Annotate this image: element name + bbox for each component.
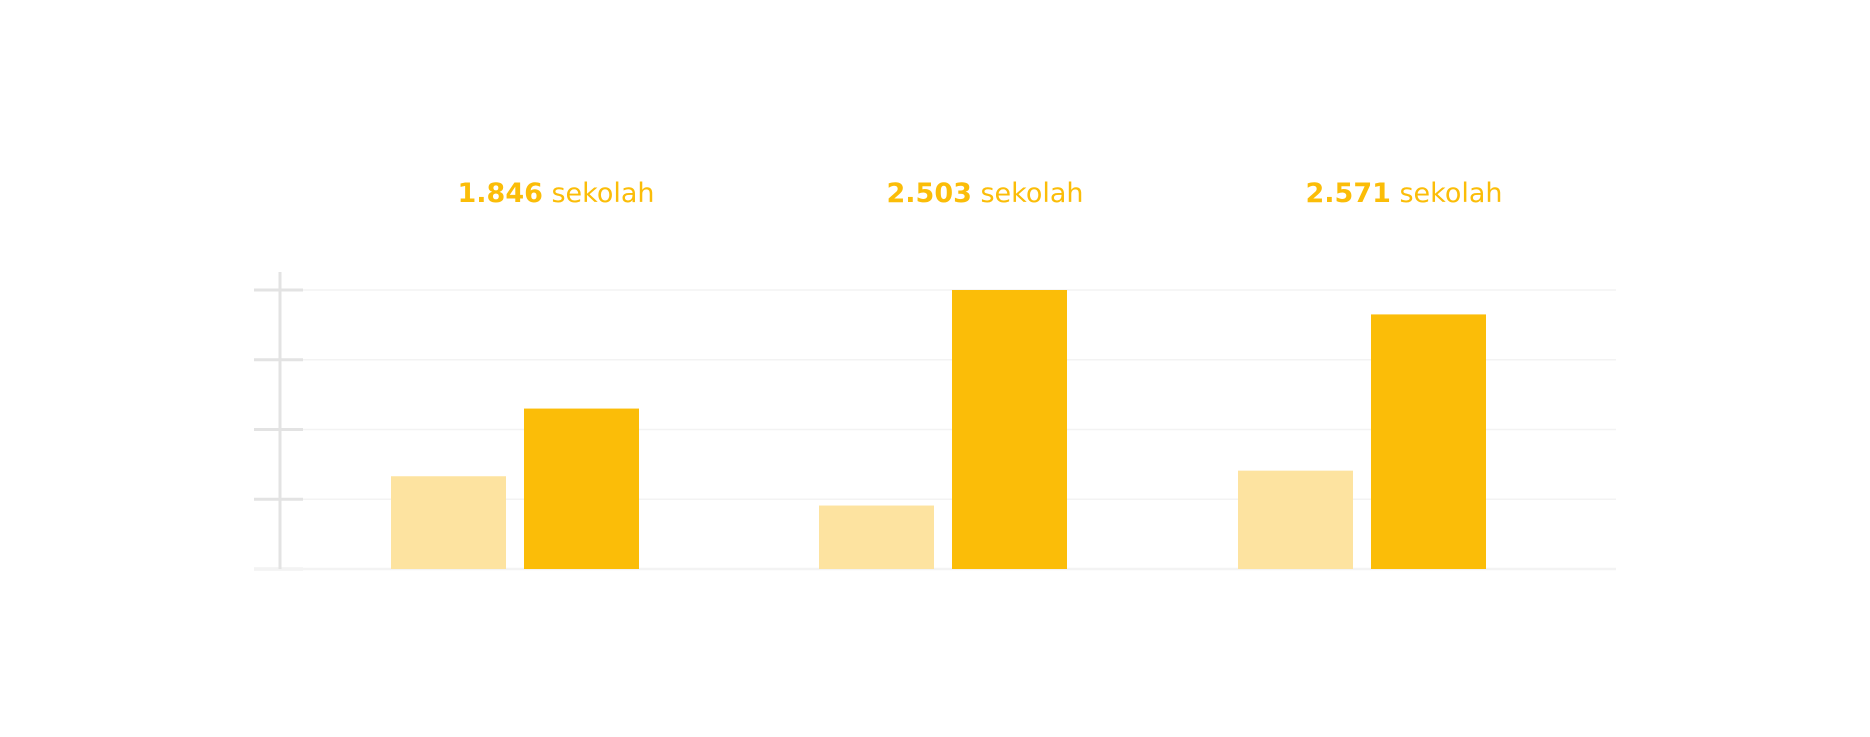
- group-unit: sekolah: [551, 178, 655, 209]
- bar-series-1-group-3: [1238, 470, 1353, 569]
- bar-series-2-group-1: [524, 408, 639, 569]
- bar-series-2-group-3: [1371, 314, 1486, 569]
- bars: [391, 290, 1486, 569]
- group-value: 2.571: [1305, 178, 1391, 209]
- group-label-3: 2.571 sekolah: [1204, 178, 1604, 209]
- bar-series-1-group-2: [819, 505, 934, 569]
- group-label-1: 1.846 sekolah: [356, 178, 756, 209]
- group-value: 2.503: [886, 178, 972, 209]
- group-unit: sekolah: [1399, 178, 1503, 209]
- group-value: 1.846: [457, 178, 543, 209]
- group-label-2: 2.503 sekolah: [785, 178, 1185, 209]
- bar-series-1-group-1: [391, 476, 506, 569]
- bar-series-2-group-2: [952, 290, 1067, 569]
- group-unit: sekolah: [980, 178, 1084, 209]
